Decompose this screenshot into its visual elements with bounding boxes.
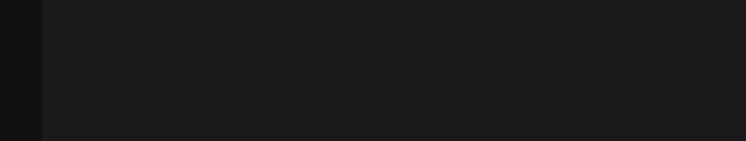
Bar (0, 0, 41, 141)
Text: 3t: 3t (56, 39, 71, 52)
Text: between t = 0 and t = 4 s (b) the average velocity for the time interval t =0 to: between t = 0 and t = 4 s (b) the averag… (56, 66, 725, 79)
Text: motion of the particle?: motion of the particle? (56, 120, 221, 133)
Text: - 8t + 3 where v is in m/s. At t = 0, x = 0. Determine the following (a) the par: - 8t + 3 where v is in m/s. At t = 0, x … (86, 39, 746, 52)
Text: 2: 2 (77, 32, 83, 41)
Text: The velocity of a particle at any time t moving along an x-axis is given by the : The velocity of a particle at any time t… (56, 13, 746, 26)
Text: acceleration when t =3 s (d) the instantaneous velovity at t = 4 s (e) what is t: acceleration when t =3 s (d) the instant… (56, 93, 746, 106)
